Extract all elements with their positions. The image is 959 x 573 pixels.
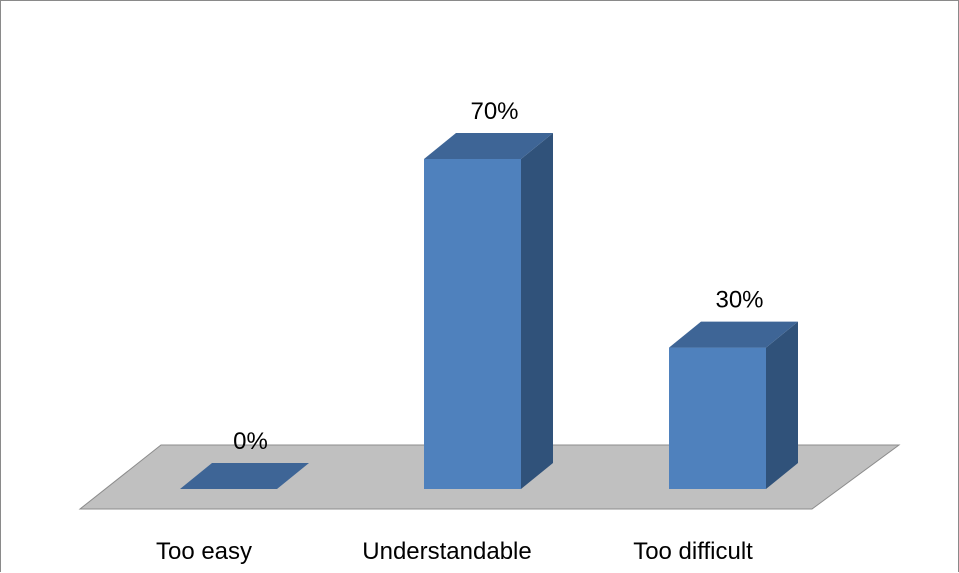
category-label: Too easy [156,538,252,565]
data-label: 70% [470,98,518,125]
bar-top-face [669,321,798,348]
data-label: 30% [715,287,763,314]
bar-side-face [521,133,553,489]
category-label: Too difficult [633,538,753,565]
bars-layer [180,133,798,489]
bar-top-face [424,133,553,159]
bar-too-easy [180,463,309,489]
bar-understandable [424,133,553,489]
bar-front-face [424,159,521,489]
bar-too-difficult [669,321,798,489]
data-labels-layer: 0% 70% 30% [233,98,763,455]
category-label: Understandable [362,538,531,565]
bar-top-face [180,463,309,489]
data-label: 0% [233,428,268,455]
category-labels-layer: Too easy Understandable Too difficult [156,538,753,565]
bar-front-face [669,347,766,489]
bar-side-face [766,321,798,489]
